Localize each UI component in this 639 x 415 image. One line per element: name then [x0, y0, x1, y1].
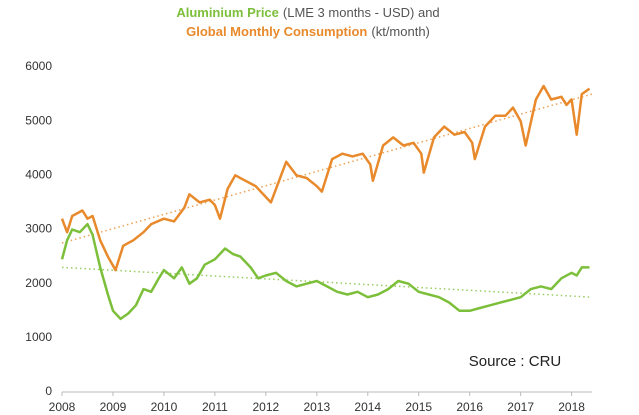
y-tick-label: 4000 — [25, 168, 52, 182]
y-tick-label: 2000 — [25, 276, 52, 290]
y-tick-label: 1000 — [25, 330, 52, 344]
x-tick-label: 2011 — [202, 400, 228, 414]
title-bold: Global Monthly Consumption — [186, 24, 367, 39]
annotation: Source : CRU — [469, 353, 562, 370]
x-tick-label: 2016 — [456, 400, 483, 414]
x-tick-label: 2014 — [354, 400, 381, 414]
y-tick-label: 5000 — [25, 113, 52, 127]
x-tick-label: 2010 — [151, 400, 178, 414]
y-tick-label: 3000 — [25, 222, 52, 236]
title-rest: (kt/month) — [371, 24, 430, 39]
series-line — [60, 84, 591, 272]
y-tick-label: 0 — [45, 384, 52, 398]
x-tick-label: 2013 — [303, 400, 330, 414]
x-tick-label: 2017 — [507, 400, 534, 414]
trendline — [61, 266, 593, 298]
title-line-1: Aluminium Price (LME 3 months - USD) and — [176, 5, 439, 20]
trendline — [61, 93, 593, 244]
x-tick-label: 2009 — [100, 400, 127, 414]
title-bold: Aluminium Price — [176, 5, 279, 20]
x-tick-label: 2012 — [252, 400, 279, 414]
x-tick-label: 2008 — [49, 400, 76, 414]
series-line — [60, 222, 590, 321]
x-tick-label: 2018 — [558, 400, 585, 414]
y-tick-label: 6000 — [25, 59, 52, 73]
title-rest: (LME 3 months - USD) and — [283, 5, 440, 20]
title-line-2: Global Monthly Consumption (kt/month) — [186, 24, 430, 39]
x-tick-label: 2015 — [405, 400, 432, 414]
